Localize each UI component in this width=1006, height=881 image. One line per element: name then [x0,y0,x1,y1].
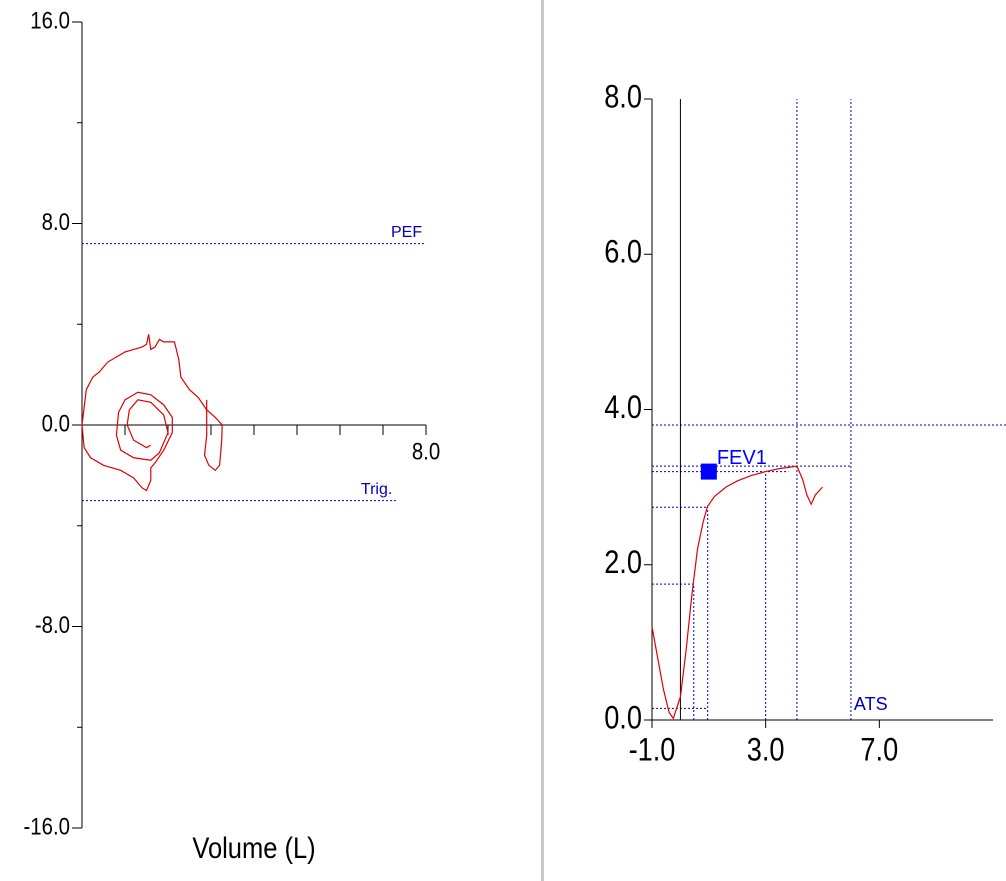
y-tick-label: 4.0 [604,390,642,426]
data-line [651,465,823,720]
reference-label: Trig. [361,481,392,498]
data-line [81,391,173,492]
x-tick-label: 8.0 [412,438,440,465]
x-tick-label: 7.0 [860,732,898,768]
y-tick-label: 8.0 [604,79,642,115]
divider [541,0,544,881]
y-tick-label: 8.0 [42,208,70,235]
y-tick-label: 16.0 [30,7,70,34]
y-tick-label: 0.0 [604,700,642,736]
reference-label: PEF [391,224,422,241]
marker [700,463,717,480]
y-tick-label: -16.0 [24,813,70,840]
x-tick-label: 3.0 [747,732,785,768]
x-axis-label: Volume (L) [192,831,315,864]
data-line [81,334,223,426]
x-tick-label: -1.0 [629,732,676,768]
y-tick-label: 2.0 [604,545,642,581]
y-tick-label: -8.0 [35,611,70,638]
y-tick-label: 6.0 [604,235,642,271]
data-line [203,399,223,472]
y-tick-label: 0.0 [42,410,70,437]
marker-label: FEV1 [717,447,767,469]
reference-label: ATS [854,694,888,714]
